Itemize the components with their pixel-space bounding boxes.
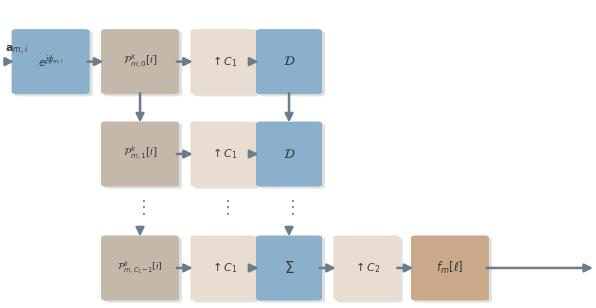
Text: $\Sigma$: $\Sigma$ [284,260,294,276]
FancyBboxPatch shape [101,122,179,187]
FancyBboxPatch shape [14,31,93,96]
FancyBboxPatch shape [104,31,182,96]
FancyBboxPatch shape [259,124,325,188]
FancyBboxPatch shape [193,238,260,302]
FancyBboxPatch shape [256,122,322,187]
FancyBboxPatch shape [191,29,256,94]
Text: $\uparrow C_1$: $\uparrow C_1$ [210,147,237,161]
Text: $f_m[\ell]$: $f_m[\ell]$ [436,260,464,276]
Text: $\uparrow C_2$: $\uparrow C_2$ [353,261,380,275]
FancyBboxPatch shape [101,29,179,94]
Text: $\mathcal{P}^k_{m,C_1\!-\!1}[i]$: $\mathcal{P}^k_{m,C_1\!-\!1}[i]$ [117,260,163,276]
FancyBboxPatch shape [191,235,256,301]
Text: $\mathcal{D}$: $\mathcal{D}$ [283,55,295,68]
Text: $\mathcal{P}^k_{m,0}[i]$: $\mathcal{P}^k_{m,0}[i]$ [123,53,157,71]
FancyBboxPatch shape [259,238,325,302]
FancyBboxPatch shape [193,31,260,96]
Text: $\vdots$: $\vdots$ [283,198,295,217]
FancyBboxPatch shape [256,29,322,94]
Text: $\mathbf{a}_{m,i}$: $\mathbf{a}_{m,i}$ [5,44,28,57]
FancyBboxPatch shape [336,238,403,302]
FancyBboxPatch shape [334,235,399,301]
FancyBboxPatch shape [193,124,260,188]
FancyBboxPatch shape [12,29,90,94]
FancyBboxPatch shape [414,238,492,302]
Text: $\uparrow C_1$: $\uparrow C_1$ [210,261,237,275]
Text: $\mathcal{D}$: $\mathcal{D}$ [283,148,295,160]
FancyBboxPatch shape [104,238,182,302]
Text: $\vdots$: $\vdots$ [134,198,146,217]
FancyBboxPatch shape [411,235,489,301]
Text: $\mathcal{P}^k_{m,1}[i]$: $\mathcal{P}^k_{m,1}[i]$ [123,145,157,163]
FancyBboxPatch shape [104,124,182,188]
Text: $e^{j\phi_{m,i}}$: $e^{j\phi_{m,i}}$ [38,53,64,70]
Text: $\uparrow C_1$: $\uparrow C_1$ [210,54,237,69]
FancyBboxPatch shape [256,235,322,301]
FancyBboxPatch shape [191,122,256,187]
FancyBboxPatch shape [101,235,179,301]
Text: $\vdots$: $\vdots$ [218,198,229,217]
FancyBboxPatch shape [259,31,325,96]
